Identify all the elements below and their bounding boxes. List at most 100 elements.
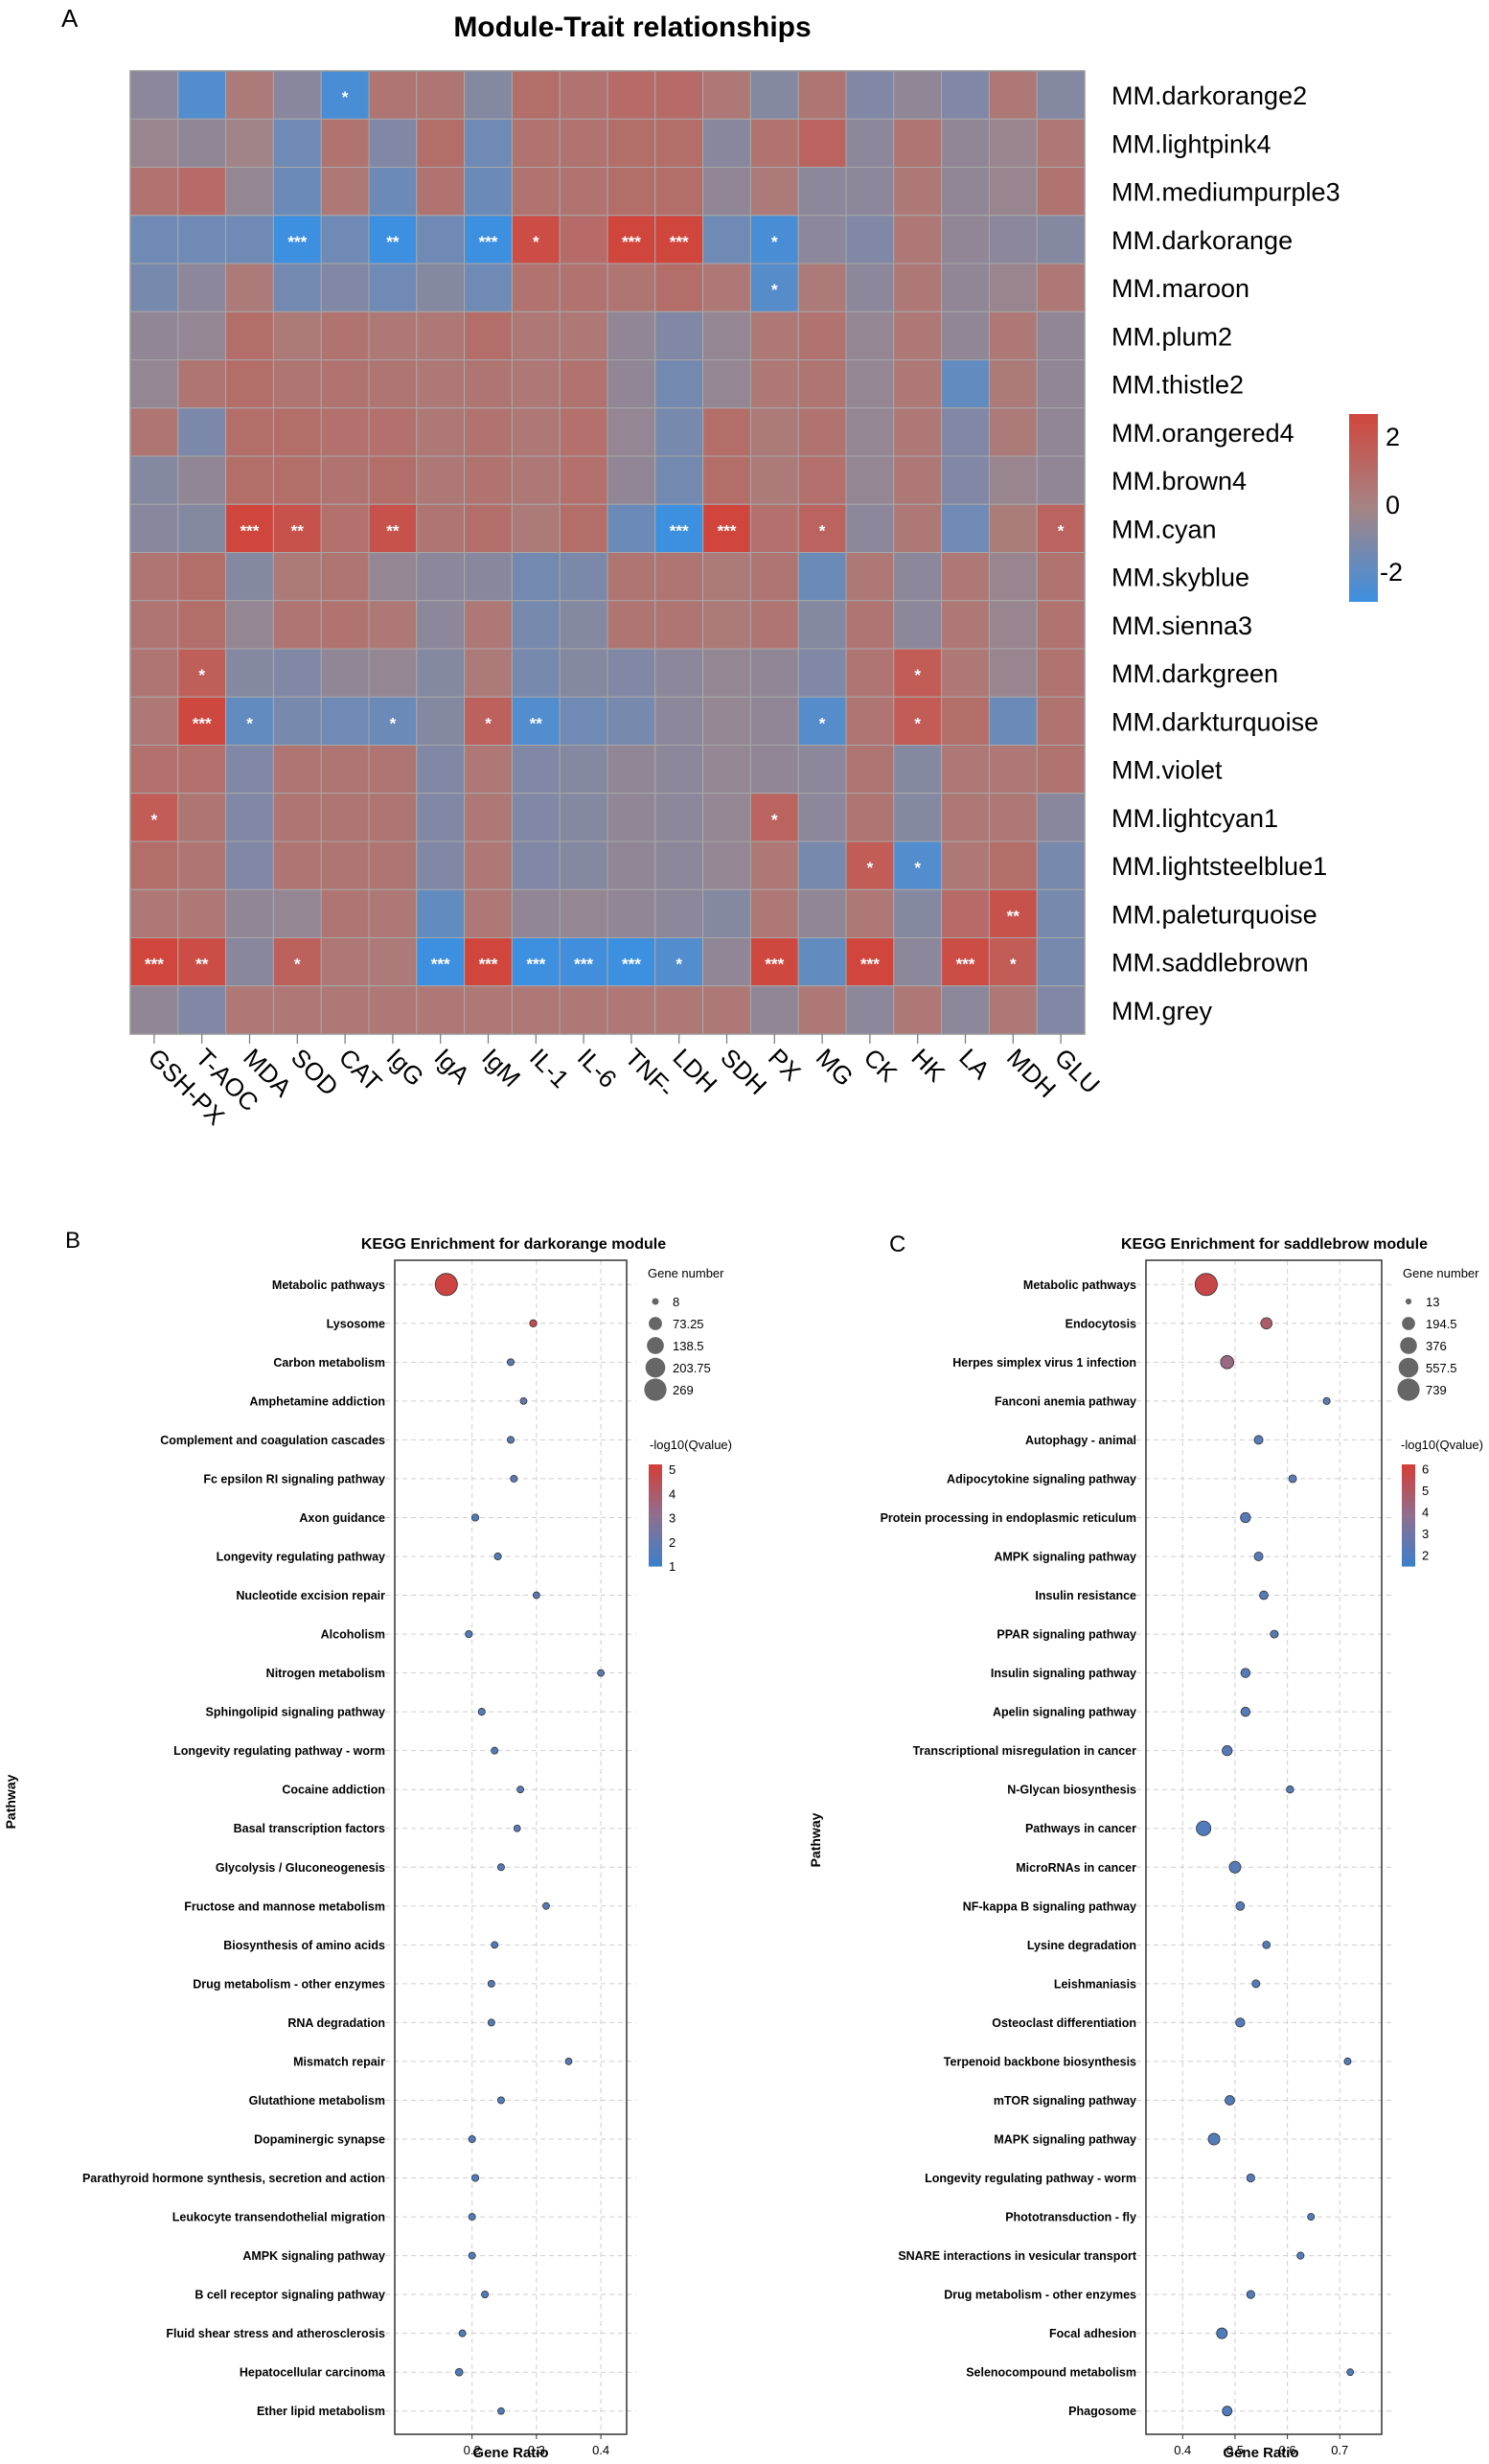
pathway-label: AMPK signaling pathway bbox=[994, 1551, 1136, 1564]
pathway-label: Protein processing in endoplasmic reticu… bbox=[881, 1511, 1136, 1525]
enrichment-point bbox=[1260, 1317, 1273, 1330]
heatmap-row-label: MM.skyblue bbox=[1111, 564, 1249, 592]
color-legend-segment bbox=[1402, 1548, 1415, 1552]
heatmap-cell bbox=[941, 648, 990, 698]
heatmap-cell bbox=[941, 937, 990, 987]
heatmap-cell bbox=[511, 888, 561, 938]
heatmap-cell bbox=[845, 745, 895, 794]
heatmap-cell bbox=[893, 215, 943, 265]
enrichment-point bbox=[1346, 2368, 1355, 2377]
heatmap-cell bbox=[511, 503, 561, 553]
heatmap-column-label: LDH bbox=[667, 1043, 722, 1098]
panel-c-x-ticks: 0.4 0.5 0.6 0.7 bbox=[1174, 2434, 1348, 2457]
enrichment-point bbox=[1307, 2213, 1316, 2222]
heatmap-cell bbox=[749, 359, 799, 409]
color-legend-segment bbox=[1402, 1485, 1415, 1488]
heatmap-cell bbox=[988, 455, 1038, 505]
heatmap-cell bbox=[129, 455, 179, 505]
heatmap-cell bbox=[272, 793, 322, 842]
size-legend-circle bbox=[652, 1298, 659, 1305]
enrichment-point bbox=[1235, 2017, 1246, 2028]
heatmap-cell bbox=[654, 167, 704, 217]
heatmap-cell bbox=[654, 888, 704, 938]
heatmap-cell bbox=[702, 407, 751, 457]
panel-b-ylabel: Pathway bbox=[3, 1774, 18, 1829]
heatmap-cell bbox=[1036, 648, 1086, 698]
heatmap-cell bbox=[607, 215, 656, 265]
heatmap-cell bbox=[464, 841, 513, 890]
heatmap-cells bbox=[129, 70, 1086, 1035]
heatmap-row-label: MM.saddlebrown bbox=[1111, 949, 1309, 978]
heatmap-cell bbox=[511, 359, 561, 409]
heatmap-cell bbox=[702, 503, 751, 553]
heatmap-cell bbox=[559, 985, 608, 1035]
heatmap-row-label: MM.violet bbox=[1111, 756, 1223, 785]
pathway-label: Leishmaniasis bbox=[1054, 1977, 1136, 1991]
heatmap-column-label: CAT bbox=[333, 1043, 388, 1097]
heatmap-cell bbox=[607, 118, 656, 168]
enrichment-point bbox=[519, 1396, 528, 1405]
heatmap-cell bbox=[225, 648, 274, 698]
color-legend-segment bbox=[1402, 1502, 1415, 1506]
heatmap-row-label: MM.grey bbox=[1111, 997, 1213, 1025]
significance-mark: * bbox=[914, 666, 921, 684]
heatmap-row-label: MM.maroon bbox=[1111, 274, 1249, 303]
heatmap-cell bbox=[368, 455, 418, 505]
color-legend-segment bbox=[649, 1500, 662, 1504]
heatmap-cell bbox=[749, 648, 799, 698]
heatmap-cell bbox=[749, 503, 799, 553]
pathway-label: Metabolic pathways bbox=[1023, 1278, 1136, 1292]
heatmap-cell bbox=[797, 745, 847, 794]
heatmap-cell bbox=[225, 311, 274, 360]
heatmap-cell bbox=[464, 600, 513, 650]
enrichment-point bbox=[542, 1901, 550, 1910]
heatmap-cell bbox=[1036, 552, 1086, 602]
pathway-label: Drug metabolism - other enzymes bbox=[944, 2289, 1136, 2302]
heatmap-cell bbox=[654, 552, 704, 602]
heatmap-cell bbox=[464, 311, 513, 360]
heatmap-cell bbox=[845, 600, 895, 650]
color-legend-segment bbox=[1402, 1560, 1415, 1564]
color-legend-tick: 3 bbox=[1422, 1527, 1429, 1541]
heatmap-legend-tick: -2 bbox=[1380, 558, 1403, 587]
pathway-label: Longevity regulating pathway - worm bbox=[173, 1744, 385, 1758]
heatmap-cell bbox=[607, 359, 656, 409]
heatmap-cell bbox=[320, 985, 370, 1035]
color-legend-segment bbox=[649, 1535, 662, 1539]
heatmap-cell bbox=[749, 985, 799, 1035]
heatmap-cell bbox=[1036, 937, 1086, 987]
enrichment-point bbox=[1196, 1820, 1212, 1836]
heatmap-cell bbox=[845, 985, 895, 1035]
color-legend-segment bbox=[1402, 1555, 1415, 1559]
heatmap-cell bbox=[749, 118, 799, 168]
heatmap-cell bbox=[845, 793, 895, 842]
heatmap-row-label: MM.sienna3 bbox=[1111, 611, 1252, 640]
heatmap-cell bbox=[511, 455, 561, 505]
heatmap-cell bbox=[320, 503, 370, 553]
heatmap-cell bbox=[559, 455, 608, 505]
heatmap-cell bbox=[177, 311, 227, 360]
size-legend-circle bbox=[1402, 1317, 1415, 1330]
heatmap-cell bbox=[607, 70, 656, 120]
pathway-label: N-Glycan biosynthesis bbox=[1007, 1784, 1136, 1797]
color-legend-segment bbox=[649, 1482, 662, 1485]
heatmap-cell bbox=[702, 359, 751, 409]
heatmap-cell bbox=[845, 696, 895, 746]
color-legend-segment bbox=[1402, 1563, 1415, 1567]
heatmap-cell bbox=[893, 937, 943, 987]
panel-b-title: KEGG Enrichment for darkorange module bbox=[361, 1236, 666, 1253]
heatmap-cell bbox=[654, 696, 704, 746]
heatmap-row-label: MM.lightsteelblue1 bbox=[1111, 852, 1327, 881]
heatmap-cell bbox=[654, 70, 704, 120]
heatmap-cell bbox=[702, 118, 751, 168]
pathway-label: Ether lipid metabolism bbox=[257, 2405, 385, 2418]
heatmap-cell bbox=[988, 600, 1038, 650]
heatmap-cell bbox=[1036, 70, 1086, 120]
heatmap-column-label: GLU bbox=[1049, 1043, 1106, 1099]
heatmap-column-label: MDH bbox=[1001, 1043, 1062, 1103]
pathway-label: Phagosome bbox=[1068, 2405, 1136, 2418]
enrichment-point bbox=[510, 1474, 518, 1483]
color-legend-segment bbox=[649, 1479, 662, 1484]
heatmap-cell bbox=[797, 263, 847, 312]
